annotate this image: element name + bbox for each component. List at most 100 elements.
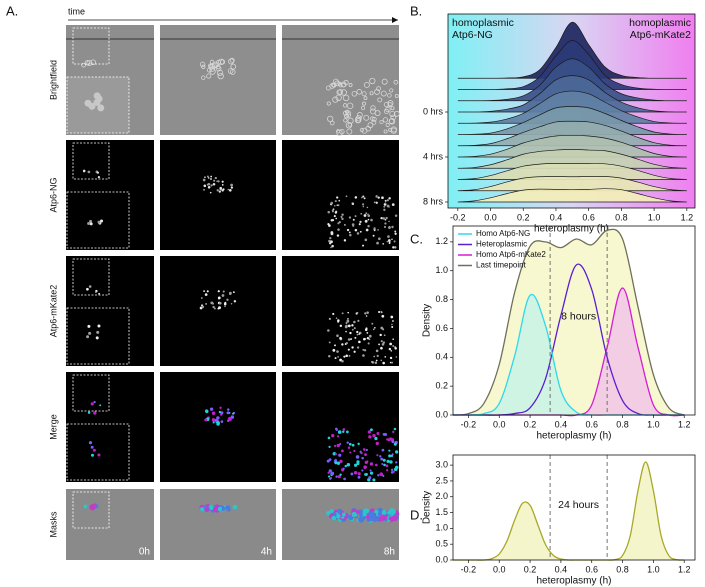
cell xyxy=(384,202,387,205)
cell xyxy=(230,186,233,189)
cell xyxy=(383,334,386,337)
cell xyxy=(376,432,380,435)
cell xyxy=(360,212,363,215)
cell xyxy=(204,409,209,413)
cell xyxy=(354,215,357,218)
cell xyxy=(98,292,101,295)
cell xyxy=(342,467,345,470)
cell xyxy=(333,444,337,448)
cell xyxy=(382,217,386,220)
cell xyxy=(341,213,344,216)
cell xyxy=(380,346,383,350)
cell xyxy=(360,105,366,111)
cell xyxy=(210,301,214,305)
cell xyxy=(364,238,368,242)
cell xyxy=(95,336,99,340)
cell xyxy=(331,433,335,438)
cell xyxy=(93,98,101,106)
cell xyxy=(217,507,222,511)
y-tick-label: 0.8 xyxy=(435,294,448,304)
inset-box xyxy=(72,142,110,180)
cell xyxy=(390,349,393,352)
cell xyxy=(383,129,388,134)
cell xyxy=(361,203,365,206)
cell xyxy=(378,515,385,522)
cell xyxy=(380,457,384,461)
cell xyxy=(328,341,331,344)
cell xyxy=(334,452,338,456)
cell xyxy=(382,117,389,123)
cell xyxy=(389,361,392,364)
cell xyxy=(336,350,339,353)
y-tick-label: 2.0 xyxy=(435,491,448,501)
cell xyxy=(386,240,389,243)
cell xyxy=(352,202,355,206)
cell xyxy=(366,331,369,334)
cell xyxy=(357,472,361,476)
cell xyxy=(350,472,354,476)
cell xyxy=(202,178,206,182)
cell xyxy=(232,504,238,510)
cell xyxy=(226,411,230,415)
cell xyxy=(352,218,355,221)
cell xyxy=(201,75,206,80)
micrograph xyxy=(282,372,399,482)
cell xyxy=(384,355,387,358)
cell xyxy=(87,170,91,174)
cell xyxy=(337,475,341,479)
cell xyxy=(388,197,391,200)
cell xyxy=(218,410,221,414)
cell xyxy=(330,240,333,244)
cell xyxy=(391,225,394,229)
cell xyxy=(232,291,235,294)
cell xyxy=(90,59,96,66)
cell xyxy=(381,462,384,465)
cell xyxy=(227,408,230,411)
cell xyxy=(387,93,392,98)
cell xyxy=(339,459,343,464)
cell xyxy=(92,448,96,452)
y-tick-label: 0.4 xyxy=(435,352,448,362)
cell xyxy=(393,79,399,85)
cell xyxy=(327,471,330,475)
cell xyxy=(96,330,100,334)
cell xyxy=(331,209,334,212)
ridge xyxy=(457,148,687,169)
cell xyxy=(89,441,93,445)
cell xyxy=(336,513,341,519)
cell xyxy=(230,183,234,187)
cell xyxy=(361,196,363,199)
cell xyxy=(366,206,369,209)
cell xyxy=(329,476,332,480)
cell xyxy=(384,222,387,225)
x-tick-label: -0.2 xyxy=(450,212,466,222)
cell xyxy=(214,418,218,423)
cell xyxy=(344,325,348,329)
cell xyxy=(383,208,386,211)
cell xyxy=(388,118,395,124)
cell xyxy=(383,108,390,114)
cell xyxy=(391,453,394,456)
cell xyxy=(351,511,357,518)
cell xyxy=(332,348,336,352)
micrograph xyxy=(160,256,276,366)
cell xyxy=(393,442,397,446)
x-tick-label: 0.4 xyxy=(550,212,563,222)
cell xyxy=(87,222,91,226)
cell xyxy=(391,361,394,364)
micrograph xyxy=(66,489,154,560)
x-tick-label: 0.0 xyxy=(493,419,506,429)
cell xyxy=(370,218,373,222)
cell xyxy=(208,504,214,511)
cell xyxy=(389,460,393,464)
cell xyxy=(218,190,221,193)
cell xyxy=(90,445,94,449)
cell xyxy=(369,513,376,519)
cell xyxy=(382,458,386,462)
cell xyxy=(337,228,340,231)
cell xyxy=(90,402,94,406)
cell xyxy=(394,93,399,98)
y-tick-label: 1.0 xyxy=(435,265,448,275)
cell xyxy=(369,77,376,85)
cell xyxy=(372,234,375,237)
